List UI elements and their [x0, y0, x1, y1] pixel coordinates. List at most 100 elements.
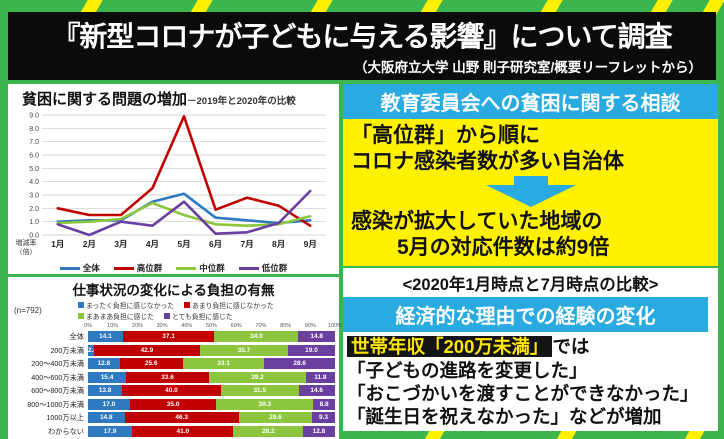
line-chart-svg: 0.0 1.0 2.0 3.0 4.0 5.0 6.0 7.0 8.0 9.0 1月 2月 3月 4月 5月… — [16, 113, 326, 256]
line-chart-title: 貧困に関する問題の増加 — [22, 91, 188, 108]
result-line-1: 感染が拡大していた地域の — [351, 210, 603, 234]
axis-tick-label: 0% — [84, 323, 92, 329]
bar-row: 1000万以上 14.8 46.3 29.6 9.3 — [12, 412, 335, 423]
bar-segment: 46.3 — [124, 412, 239, 423]
bar-segment: 8.8 — [313, 398, 336, 410]
axis-tick-label: 80% — [280, 323, 292, 329]
bar-segment: 31.5 — [220, 385, 299, 396]
bar-segment: 39.3 — [216, 398, 314, 410]
bar-row-label: 600～800万未満 — [31, 386, 84, 395]
bar-row-label: 1000万以上 — [46, 413, 84, 422]
income-highlight: 世帯年収「200万未満」 — [347, 336, 553, 358]
svg-text:4.0: 4.0 — [29, 179, 39, 186]
bar-segment: 14.8 — [298, 331, 335, 342]
legend-swatch — [59, 266, 80, 270]
bar-row-label: 200万未満 — [50, 345, 84, 355]
bar-segment: 34.0 — [214, 331, 299, 342]
svg-text:2.0: 2.0 — [29, 206, 39, 213]
axis-tick-label: 60% — [230, 323, 242, 329]
burden-chart-panel: 仕事状況の変化による負担の有無 (n=792) まったく負担に感じなかった あまり… — [8, 277, 342, 439]
bar-segment: 40.0 — [122, 385, 221, 396]
high-group-line-2: コロナ感染者数が多い自治体 — [351, 149, 624, 173]
line-chart-subtitle: －2019年と2020年の比較 — [187, 96, 296, 107]
bar-segment: 12.8 — [88, 358, 120, 369]
economic-item-2: 「おこづかいを渡すことができなかった」 — [347, 382, 699, 404]
bar-row: わからない 17.9 41.0 28.2 12.8 — [12, 425, 335, 437]
economic-heading: 経済的な理由での経験の変化 — [343, 297, 708, 333]
svg-text:1月: 1月 — [51, 239, 64, 249]
bar-stack: 17.9 41.0 28.2 12.8 — [88, 425, 335, 437]
consultation-heading: 教育委員会への貧困に関する相談 — [343, 84, 718, 119]
bar-row-label: 800～1000万未満 — [27, 399, 84, 409]
svg-text:増減率: 増減率 — [16, 238, 37, 247]
bar-stack: 14.1 37.1 34.0 14.8 — [88, 331, 335, 342]
bar-segment: 35.0 — [129, 398, 217, 410]
svg-text:5月: 5月 — [177, 239, 190, 249]
axis-tick-label: 20% — [131, 323, 143, 329]
burden-bar-chart: 0% 10% 20% 30% 40% 50% 60% 70% 80% 90% 100% 全体 14.1 3… — [12, 322, 342, 437]
line-chart-header: 貧困に関する問題の増加－2019年と2020年の比較 — [12, 88, 335, 109]
economic-item-3: 「誕生日を祝えなかった」などが増加 — [347, 405, 662, 427]
legend-item: とても負担に感じた — [163, 311, 233, 321]
bar-stack: 13.8 40.0 31.5 14.6 — [88, 385, 335, 396]
bar-segment: 13.8 — [88, 385, 123, 396]
high-group-line-1: 「高位群」から順に — [351, 124, 540, 147]
bar-chart-legend-row: (n=792) まったく負担に感じなかった あまり負担に感じなかった まあまあ負担に… — [12, 299, 335, 322]
bar-segment: 28.6 — [264, 358, 335, 369]
bar-segment: 14.1 — [88, 331, 123, 342]
legend-swatch — [78, 313, 84, 319]
down-arrow-stem — [513, 176, 548, 186]
axis-tick-label: 50% — [205, 323, 218, 329]
bar-row: 800～1000万未満 17.0 35.0 39.3 8.8 — [12, 398, 336, 410]
bar-stack: 15.4 33.6 39.2 11.8 — [88, 371, 335, 383]
svg-text:1.0: 1.0 — [29, 219, 39, 226]
svg-text:9月: 9月 — [304, 239, 317, 249]
bar-row: 全体 14.1 37.1 34.0 14.8 — [12, 331, 335, 342]
svg-text:9.0: 9.0 — [29, 113, 39, 120]
bar-segment: 28.2 — [233, 425, 304, 437]
bar-segment: 9.3 — [312, 412, 335, 423]
bar-row-label: 全体 — [69, 332, 84, 341]
legend-item: まったく負担に感じなかった — [78, 300, 174, 310]
svg-text:0.0: 0.0 — [29, 233, 39, 240]
svg-text:3.0: 3.0 — [29, 193, 39, 200]
bar-row: 200万未満 2.4 42.9 35.7 19.0 — [12, 344, 335, 356]
axis-tick-label: 100% — [327, 323, 343, 329]
svg-text:8.0: 8.0 — [29, 126, 39, 133]
bar-segment: 2.4 — [88, 344, 98, 356]
svg-text:6.0: 6.0 — [29, 153, 39, 160]
svg-text:6月: 6月 — [209, 239, 222, 249]
bar-row-label: 400～600万未満 — [31, 372, 84, 382]
title-banner: 『新型コロナが子どもに与える影響』について調査 （大阪府立大学 山野 則子研究室… — [8, 12, 716, 80]
bar-segment: 14.8 — [88, 412, 125, 423]
bar-segment: 17.9 — [88, 425, 133, 437]
axis-tick-label: 10% — [107, 323, 119, 329]
comparison-caption: <2020年1月時点と7月時点の比較> — [402, 276, 659, 295]
bar-segment: 11.8 — [305, 371, 335, 383]
bar-chart-title: 仕事状況の変化による負担の有無 — [72, 283, 275, 298]
bar-segment: 14.6 — [298, 385, 335, 396]
legend-item: あまり負担に感じなかった — [184, 300, 274, 310]
bar-row: 400～600万未満 15.4 33.6 39.2 11.8 — [12, 371, 335, 383]
legend-swatch — [113, 266, 134, 270]
bar-row: 200～400万未満 12.8 25.6 33.1 28.6 — [12, 358, 335, 369]
bar-segment: 37.1 — [122, 331, 215, 342]
page-title: 『新型コロナが子どもに与える影響』について調査 — [52, 21, 672, 52]
legend-item: 全体 — [59, 262, 100, 274]
bar-stack: 14.8 46.3 29.6 9.3 — [88, 412, 335, 423]
bar-segment: 25.6 — [119, 358, 183, 369]
legend-item: 低位群 — [238, 262, 287, 274]
result-line-2: 5月の対応件数は約9倍 — [397, 235, 610, 259]
bar-segment: 29.6 — [238, 412, 313, 423]
bar-segment: 42.9 — [93, 344, 200, 356]
legend-swatch — [184, 302, 191, 308]
axis-tick-label: 40% — [181, 323, 193, 329]
bar-segment: 41.0 — [132, 425, 234, 437]
down-arrow-head — [485, 185, 576, 208]
bar-stack: 17.0 35.0 39.3 8.8 — [88, 398, 336, 410]
legend-swatch — [78, 302, 84, 308]
axis-tick-label: 90% — [304, 323, 316, 329]
down-arrow-icon — [485, 176, 576, 208]
legend-swatch — [176, 266, 197, 270]
svg-text:7.0: 7.0 — [29, 139, 39, 146]
